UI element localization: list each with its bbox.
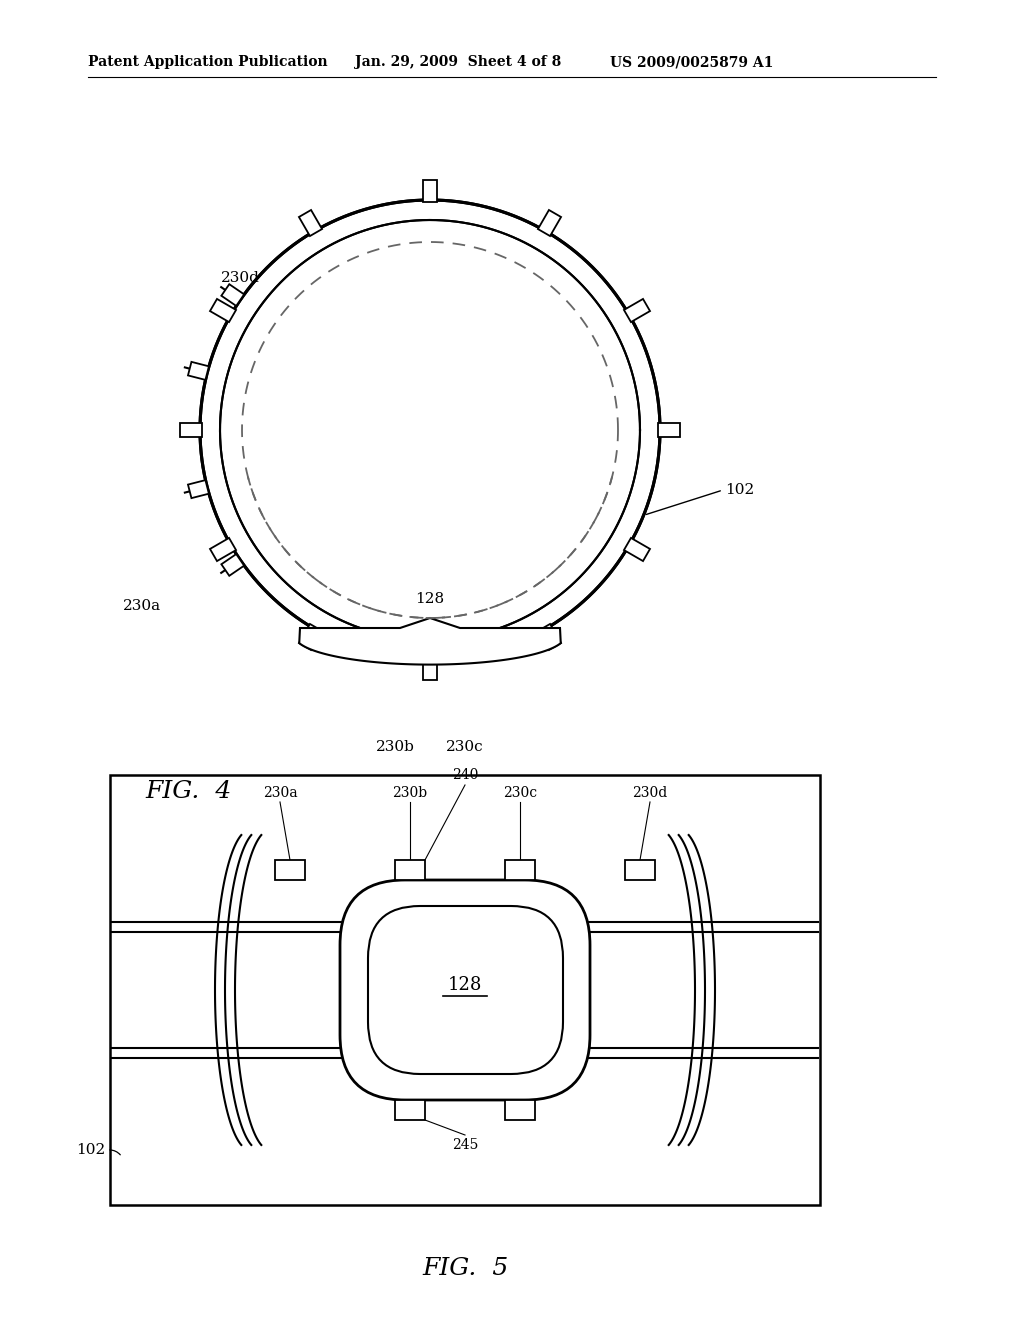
Text: 230d: 230d [633,785,668,800]
Bar [625,861,655,880]
Text: FIG.  5: FIG. 5 [422,1257,508,1280]
Text: 128: 128 [416,591,444,606]
Polygon shape [210,298,237,322]
Polygon shape [538,210,561,236]
Text: 102: 102 [725,483,755,498]
Text: 230d: 230d [220,271,259,285]
Text: 240: 240 [452,768,478,781]
Polygon shape [210,539,237,561]
Polygon shape [299,624,323,649]
Text: 245: 245 [452,1138,478,1152]
Text: FIG.  4: FIG. 4 [145,780,231,803]
Bar [275,861,305,880]
Polygon shape [423,180,437,202]
Polygon shape [658,422,680,437]
Polygon shape [188,362,209,380]
Text: 230a: 230a [263,785,297,800]
Polygon shape [423,657,437,680]
Text: Jan. 29, 2009  Sheet 4 of 8: Jan. 29, 2009 Sheet 4 of 8 [355,55,561,69]
Text: 230c: 230c [446,741,483,754]
Bar [395,861,425,880]
Polygon shape [624,298,650,322]
Polygon shape [200,201,660,660]
Bar [505,861,535,880]
Text: 230c: 230c [503,785,537,800]
Text: 230a: 230a [123,599,161,612]
Polygon shape [624,539,650,561]
Polygon shape [180,422,202,437]
Text: 128: 128 [447,975,482,994]
Text: Patent Application Publication: Patent Application Publication [88,55,328,69]
Bar [505,1100,535,1119]
Text: 102: 102 [76,1143,105,1158]
Polygon shape [188,480,209,498]
Polygon shape [299,210,323,236]
Polygon shape [538,624,561,649]
Polygon shape [221,284,244,306]
Bar [395,1100,425,1119]
Text: 230b: 230b [376,741,415,754]
Polygon shape [221,554,244,576]
Text: US 2009/0025879 A1: US 2009/0025879 A1 [610,55,773,69]
Text: 230b: 230b [392,785,428,800]
FancyBboxPatch shape [340,880,590,1100]
FancyBboxPatch shape [368,906,563,1074]
Bar [110,775,820,1205]
Polygon shape [299,618,561,664]
